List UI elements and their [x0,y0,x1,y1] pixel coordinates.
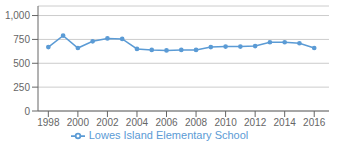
svg-text:1998: 1998 [37,117,60,128]
svg-text:1,000: 1,000 [8,10,30,21]
svg-text:750: 750 [13,34,30,45]
svg-text:2006: 2006 [155,117,178,128]
svg-text:0: 0 [24,106,30,117]
svg-text:2002: 2002 [96,117,119,128]
svg-text:2004: 2004 [126,117,149,128]
svg-text:2010: 2010 [214,117,237,128]
svg-text:250: 250 [13,82,30,93]
svg-text:2000: 2000 [67,117,90,128]
svg-text:2014: 2014 [274,117,297,128]
html-text:Lowes Island Elementary School: Lowes Island Elementary School [88,129,249,141]
svg-text:500: 500 [13,58,30,69]
svg-text:2008: 2008 [185,117,208,128]
svg-text:2012: 2012 [244,117,267,128]
svg-text:2016: 2016 [303,117,326,128]
